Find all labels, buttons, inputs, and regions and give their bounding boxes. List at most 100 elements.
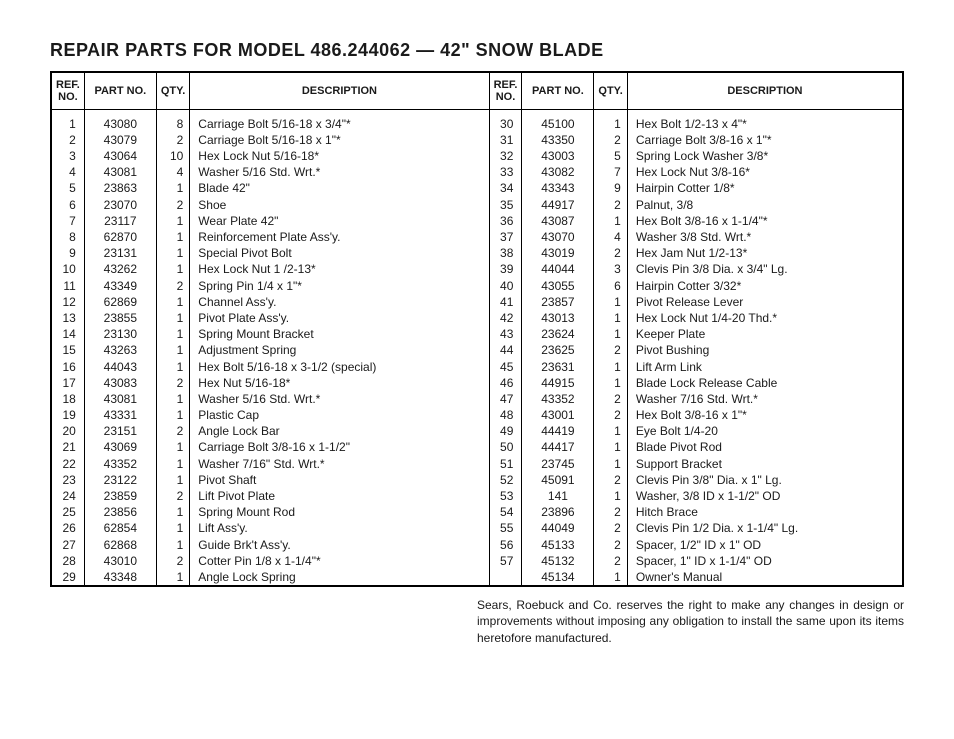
ref-cell: 7 <box>51 213 84 229</box>
ref-cell: 23 <box>51 472 84 488</box>
ref-cell: 13 <box>51 310 84 326</box>
qty-cell: 1 <box>156 261 189 277</box>
ref-cell: 6 <box>51 197 84 213</box>
desc-cell: Angle Lock Spring <box>190 569 489 586</box>
desc-cell: Guide Brk't Ass'y. <box>190 537 489 553</box>
part-cell: 43082 <box>522 164 594 180</box>
ref-cell: 19 <box>51 407 84 423</box>
qty-cell: 1 <box>156 472 189 488</box>
qty-cell: 5 <box>594 148 627 164</box>
ref-cell: 4 <box>51 164 84 180</box>
desc-cell: Carriage Bolt 3/8-16 x 1"* <box>627 132 903 148</box>
table-row: 22433521Washer 7/16" Std. Wrt.*51237451S… <box>51 456 903 472</box>
qty-cell: 2 <box>156 278 189 294</box>
desc-cell: Keeper Plate <box>627 326 903 342</box>
desc-cell: Hex Lock Nut 3/8-16* <box>627 164 903 180</box>
qty-cell: 1 <box>156 520 189 536</box>
page-title: REPAIR PARTS FOR MODEL 486.244062 — 42" … <box>50 40 904 61</box>
ref-cell: 36 <box>489 213 522 229</box>
part-cell: 62868 <box>84 537 156 553</box>
desc-cell: Channel Ass'y. <box>190 294 489 310</box>
qty-cell: 1 <box>156 310 189 326</box>
ref-cell: 44 <box>489 342 522 358</box>
desc-cell: Plastic Cap <box>190 407 489 423</box>
ref-cell: 42 <box>489 310 522 326</box>
ref-cell: 38 <box>489 245 522 261</box>
qty-cell: 2 <box>156 488 189 504</box>
ref-cell: 35 <box>489 197 522 213</box>
qty-cell: 1 <box>594 116 627 132</box>
ref-cell: 3 <box>51 148 84 164</box>
qty-cell: 2 <box>156 553 189 569</box>
part-cell: 44044 <box>522 261 594 277</box>
ref-cell: 21 <box>51 439 84 455</box>
desc-cell: Spacer, 1" ID x 1-1/4" OD <box>627 553 903 569</box>
desc-cell: Washer 7/16 Std. Wrt.* <box>627 391 903 407</box>
desc-cell: Lift Arm Link <box>627 359 903 375</box>
part-cell: 43081 <box>84 391 156 407</box>
ref-cell: 29 <box>51 569 84 586</box>
desc-cell: Hex Bolt 1/2-13 x 4"* <box>627 116 903 132</box>
desc-cell: Blade Lock Release Cable <box>627 375 903 391</box>
part-cell: 44417 <box>522 439 594 455</box>
desc-cell: Spacer, 1/2" ID x 1" OD <box>627 537 903 553</box>
part-cell: 43263 <box>84 342 156 358</box>
desc-cell: Support Bracket <box>627 456 903 472</box>
part-cell: 43350 <box>522 132 594 148</box>
qty-cell: 1 <box>156 407 189 423</box>
qty-cell: 4 <box>156 164 189 180</box>
table-row: 18430811Washer 5/16 Std. Wrt.*47433522Wa… <box>51 391 903 407</box>
ref-cell: 56 <box>489 537 522 553</box>
table-row: 9231311Special Pivot Bolt38430192Hex Jam… <box>51 245 903 261</box>
part-cell: 23625 <box>522 342 594 358</box>
table-row: 20231512Angle Lock Bar49444191Eye Bolt 1… <box>51 423 903 439</box>
table-row: 5238631Blade 42"34433439Hairpin Cotter 1… <box>51 180 903 196</box>
desc-cell: Hitch Brace <box>627 504 903 520</box>
desc-cell: Pivot Shaft <box>190 472 489 488</box>
desc-cell: Clevis Pin 3/8" Dia. x 1" Lg. <box>627 472 903 488</box>
header-desc-left: DESCRIPTION <box>190 72 489 110</box>
table-row: 17430832Hex Nut 5/16-18*46449151Blade Lo… <box>51 375 903 391</box>
desc-cell: Special Pivot Bolt <box>190 245 489 261</box>
header-ref-right: REF. NO. <box>489 72 522 110</box>
part-cell: 43352 <box>84 456 156 472</box>
qty-cell: 1 <box>156 342 189 358</box>
part-cell: 23857 <box>522 294 594 310</box>
ref-cell: 9 <box>51 245 84 261</box>
qty-cell: 1 <box>594 569 627 586</box>
table-header-row: REF. NO. PART NO. QTY. DESCRIPTION REF. … <box>51 72 903 110</box>
qty-cell: 2 <box>594 245 627 261</box>
desc-cell: Lift Ass'y. <box>190 520 489 536</box>
qty-cell: 1 <box>594 488 627 504</box>
part-cell: 45132 <box>522 553 594 569</box>
part-cell: 45100 <box>522 116 594 132</box>
ref-cell: 8 <box>51 229 84 245</box>
ref-cell: 2 <box>51 132 84 148</box>
desc-cell: Adjustment Spring <box>190 342 489 358</box>
part-cell: 23122 <box>84 472 156 488</box>
desc-cell: Spring Lock Washer 3/8* <box>627 148 903 164</box>
desc-cell: Hex Bolt 3/8-16 x 1"* <box>627 407 903 423</box>
ref-cell: 54 <box>489 504 522 520</box>
part-cell: 44419 <box>522 423 594 439</box>
qty-cell: 1 <box>594 213 627 229</box>
part-cell: 43013 <box>522 310 594 326</box>
desc-cell: Shoe <box>190 197 489 213</box>
part-cell: 43003 <box>522 148 594 164</box>
ref-cell: 51 <box>489 456 522 472</box>
desc-cell: Washer 3/8 Std. Wrt.* <box>627 229 903 245</box>
desc-cell: Carriage Bolt 5/16-18 x 1"* <box>190 132 489 148</box>
qty-cell: 1 <box>594 423 627 439</box>
ref-cell: 25 <box>51 504 84 520</box>
header-desc-right: DESCRIPTION <box>627 72 903 110</box>
ref-cell: 12 <box>51 294 84 310</box>
table-row: 1430808Carriage Bolt 5/16-18 x 3/4"*3045… <box>51 116 903 132</box>
ref-cell: 52 <box>489 472 522 488</box>
qty-cell: 2 <box>156 132 189 148</box>
table-row: 24238592Lift Pivot Plate531411Washer, 3/… <box>51 488 903 504</box>
desc-cell: Clevis Pin 3/8 Dia. x 3/4" Lg. <box>627 261 903 277</box>
part-cell: 45091 <box>522 472 594 488</box>
desc-cell: Palnut, 3/8 <box>627 197 903 213</box>
desc-cell: Owner's Manual <box>627 569 903 586</box>
qty-cell: 2 <box>594 342 627 358</box>
